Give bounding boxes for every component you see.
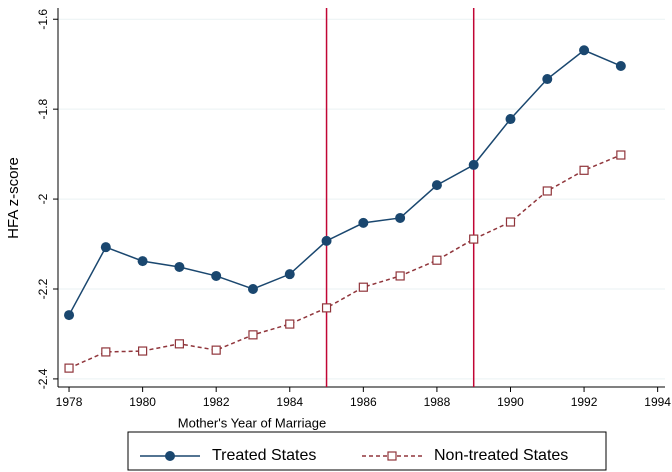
marker: [542, 186, 552, 196]
y-tick-label: -2: [36, 193, 50, 204]
legend-marker: [387, 451, 397, 461]
marker: [395, 212, 406, 223]
legend-label: Non-treated States: [434, 447, 568, 464]
legend-label: Treated States: [212, 447, 316, 464]
marker: [137, 256, 148, 267]
marker: [247, 283, 258, 294]
marker: [579, 45, 590, 56]
series-line: [68, 49, 622, 316]
y-axis-label: HFA z-score: [5, 157, 22, 239]
x-tick-label: 1982: [203, 395, 230, 409]
x-axis-label: Mother's Year of Marriage: [178, 415, 326, 430]
marker: [505, 114, 516, 125]
marker: [64, 363, 74, 373]
marker: [431, 180, 442, 191]
marker: [321, 303, 332, 313]
marker: [248, 330, 258, 340]
x-tick-label: 1990: [497, 395, 524, 409]
marker: [174, 261, 185, 272]
marker: [284, 269, 295, 280]
marker: [358, 217, 369, 228]
marker: [432, 255, 442, 265]
y-tick-label: -1.6: [36, 9, 50, 30]
marker: [615, 60, 626, 71]
legend-marker: [165, 451, 175, 461]
series-line: [68, 154, 622, 369]
marker: [505, 217, 516, 227]
y-tick-label: -1.8: [36, 98, 50, 119]
x-tick-label: 1986: [350, 395, 377, 409]
x-tick-label: 1980: [129, 395, 156, 409]
y-tick-label: -2.4: [36, 368, 50, 389]
marker: [468, 159, 479, 170]
marker: [358, 282, 368, 292]
marker: [579, 165, 589, 175]
x-tick-label: 1988: [424, 395, 451, 409]
marker: [542, 74, 553, 85]
x-tick-label: 1994: [644, 395, 671, 409]
marker: [395, 271, 405, 281]
marker: [211, 270, 222, 281]
marker: [469, 234, 479, 244]
x-tick-label: 1992: [571, 395, 598, 409]
y-tick-label: -2.2: [36, 278, 50, 299]
legend-box: [127, 431, 607, 471]
marker: [174, 339, 184, 349]
marker: [211, 345, 221, 355]
marker: [285, 319, 295, 329]
marker: [100, 242, 111, 253]
marker: [321, 235, 332, 246]
marker: [101, 347, 111, 357]
marker: [64, 310, 75, 321]
marker: [616, 150, 626, 160]
x-tick-label: 1984: [276, 395, 303, 409]
x-tick-label: 1978: [56, 395, 83, 409]
marker: [138, 346, 148, 356]
